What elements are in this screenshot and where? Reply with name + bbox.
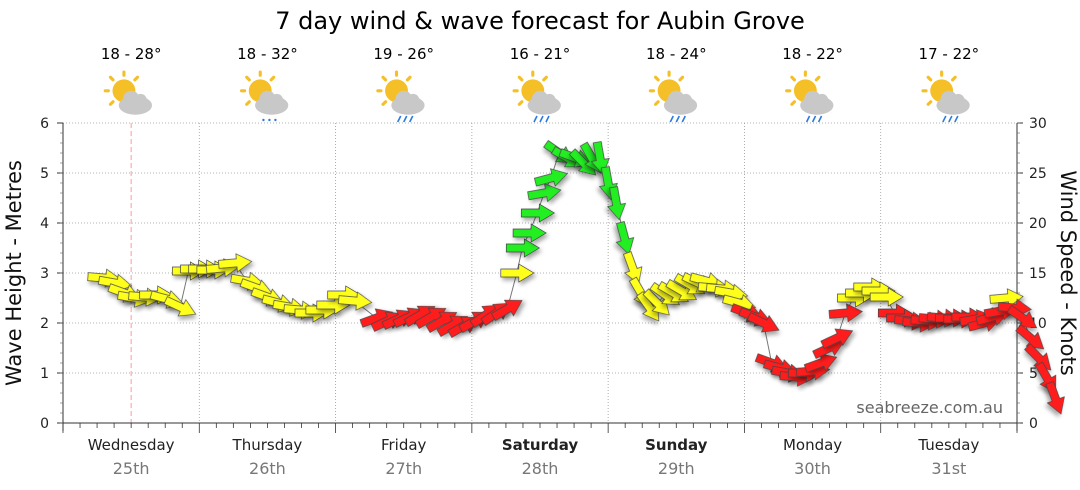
y-left-tick-label: 3	[40, 266, 49, 282]
chart-title: 7 day wind & wave forecast for Aubin Gro…	[275, 7, 805, 35]
x-day-label: Friday	[381, 436, 427, 454]
wind-arrow	[607, 186, 627, 221]
partly-cloudy-rain-icon	[376, 70, 427, 123]
wind-arrow	[568, 148, 597, 176]
y-right-tick-label: 15	[1029, 266, 1047, 282]
x-day-label: Saturday	[502, 436, 579, 454]
x-date-label: 25th	[113, 459, 150, 478]
day-temp-range: 18 - 24°	[646, 45, 707, 63]
wind-arrow	[338, 291, 373, 311]
day-temp-range: 19 - 26°	[373, 45, 434, 63]
wind-arrow	[533, 168, 568, 187]
y-right-tick-label: 30	[1029, 116, 1047, 132]
partly-cloudy-icon	[103, 70, 154, 117]
day-temp-range: 18 - 32°	[237, 45, 298, 63]
partly-cloudy-rain-icon	[921, 70, 972, 123]
wind-arrow	[500, 263, 535, 283]
x-day-label: Monday	[783, 436, 842, 454]
wind-arrow	[1015, 324, 1045, 350]
wind-arrow	[218, 253, 253, 273]
wind-arrow	[163, 296, 197, 317]
x-date-label: 27th	[385, 459, 422, 478]
partly-cloudy-drizzle-icon	[239, 70, 290, 122]
wind-arrow	[527, 183, 562, 203]
wind-arrow	[1045, 381, 1065, 415]
y-right-tick-label: 0	[1029, 416, 1038, 432]
wind-arrow	[1006, 305, 1037, 329]
wind-trend-line	[103, 152, 1056, 399]
wind-arrow	[623, 251, 643, 285]
partly-cloudy-rain-icon	[512, 70, 563, 123]
y-left-tick-label: 4	[40, 216, 49, 232]
x-date-label: 26th	[249, 459, 286, 478]
wind-arrow	[490, 299, 523, 321]
x-day-label: Thursday	[232, 436, 303, 454]
y-right-tick-label: 25	[1029, 166, 1047, 182]
x-day-label: Wednesday	[88, 436, 175, 454]
wind-arrow	[820, 328, 854, 349]
y-right-tick-label: 10	[1029, 316, 1047, 332]
y-left-tick-label: 2	[40, 316, 49, 332]
wind-arrow	[746, 312, 780, 333]
wind-arrow	[989, 288, 1024, 308]
y-axis-left-label: Wave Height - Metres	[2, 160, 26, 386]
wind-arrow	[869, 287, 904, 307]
x-day-label: Tuesday	[917, 436, 979, 454]
y-right-tick-label: 5	[1029, 366, 1038, 382]
x-day-label: Sunday	[645, 436, 708, 454]
wind-arrow	[615, 221, 635, 256]
y-left-tick-label: 5	[40, 166, 49, 182]
y-left-tick-label: 0	[40, 416, 49, 432]
day-temp-range: 18 - 22°	[782, 45, 843, 63]
credit-text: seabreeze.com.au	[856, 398, 1003, 417]
y-left-tick-label: 6	[40, 116, 49, 132]
wind-arrow	[642, 288, 670, 316]
wind-arrow	[803, 353, 838, 373]
day-temp-range: 16 - 21°	[510, 45, 571, 63]
wind-arrow	[590, 141, 610, 176]
wind-arrow	[665, 279, 698, 301]
wind-arrow	[828, 303, 863, 323]
partly-cloudy-rain-icon	[785, 70, 836, 123]
y-left-tick-label: 1	[40, 366, 49, 382]
partly-cloudy-rain-icon	[648, 70, 699, 123]
wind-arrow	[505, 238, 540, 258]
day-temp-range: 18 - 28°	[101, 45, 162, 63]
y-axis-right-label: Wind Speed - Knots	[1056, 170, 1080, 375]
x-date-label: 31st	[931, 459, 966, 478]
x-date-label: 30th	[794, 459, 831, 478]
day-temp-range: 17 - 22°	[919, 45, 980, 63]
y-right-tick-label: 20	[1029, 216, 1047, 232]
x-date-label: 29th	[658, 459, 695, 478]
wind-arrow	[512, 223, 547, 243]
x-date-label: 28th	[522, 459, 559, 478]
wind-arrow	[520, 203, 555, 223]
